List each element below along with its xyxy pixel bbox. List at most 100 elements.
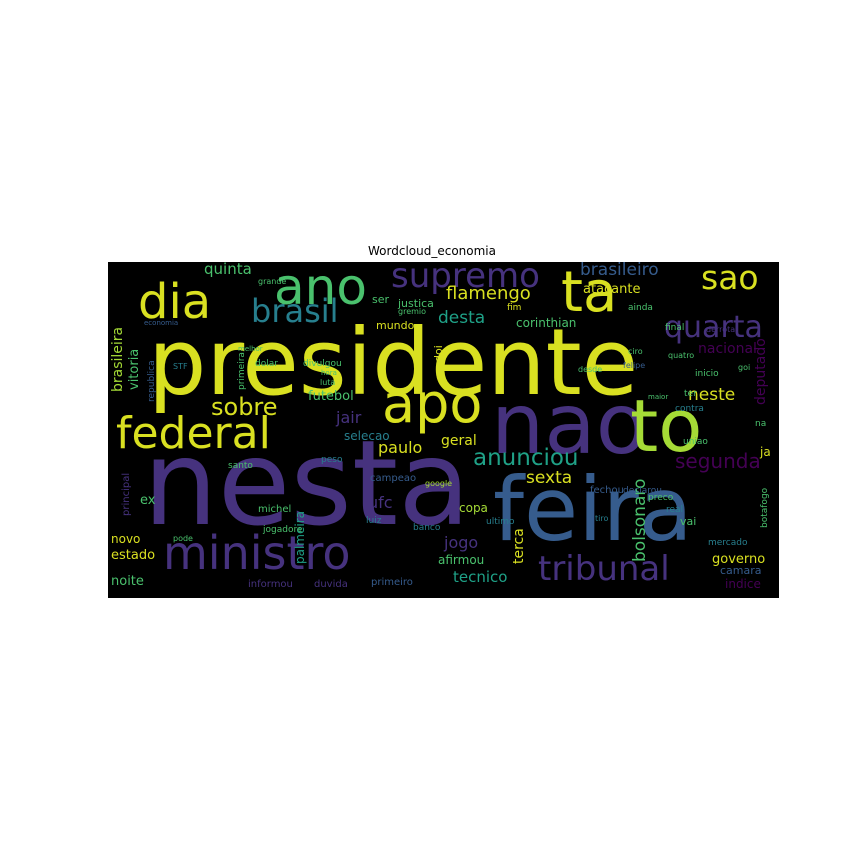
word-brasileiro: brasileiro (580, 262, 659, 280)
chart-title: Wordcloud_economia (368, 244, 496, 258)
word-segunda: segunda (675, 449, 761, 473)
word-tecnico: tecnico (453, 568, 508, 586)
word-estado: estado (111, 548, 156, 563)
word-ano: ano (274, 262, 367, 316)
word-presidente: presidente (148, 309, 639, 416)
word-economia: economia (144, 319, 179, 327)
word-palmeira: palmeira (293, 511, 307, 564)
word-melhor: melhor (238, 345, 263, 353)
word-informou: informou (248, 579, 293, 590)
word-pode: pode (173, 534, 193, 543)
word-fim: fim (507, 303, 522, 313)
word-ex: ex (140, 493, 156, 508)
word-ter: ter (684, 389, 697, 399)
word-ufc: ufc (368, 493, 393, 512)
word-brasil: brasil (251, 292, 339, 330)
word-primeira: primeira (237, 352, 247, 390)
word-terca: terca (511, 528, 527, 564)
word-atacante: atacante (583, 282, 641, 297)
word-peso: peso (321, 455, 343, 465)
word-geral: geral (441, 433, 477, 449)
word-quarta: quarta (664, 310, 763, 345)
word-copa: copa (459, 501, 488, 515)
wordcloud-canvas: presidente nesta feira nao to ministro d… (108, 262, 779, 598)
word-principal: principal (121, 472, 132, 516)
word-derrota: derrota (706, 325, 736, 334)
word-final: final (665, 323, 685, 333)
word-tribunal: tribunal (538, 549, 670, 589)
word-ainda: ainda (628, 303, 653, 313)
word-apo: apo (382, 372, 483, 435)
word-desde: desde (578, 365, 603, 374)
word-uniao: uniao (683, 437, 708, 447)
word-jogadore: jogadore (263, 525, 303, 535)
word-divulgou: divulgou (303, 359, 342, 369)
word-to: to (630, 384, 703, 468)
word-brasileira: brasileira (110, 326, 126, 392)
word-indice: indice (725, 577, 761, 591)
word-jair: jair (336, 408, 362, 427)
word-google: google (425, 479, 453, 488)
word-gremio: gremio (398, 307, 427, 316)
word-santo: santo (228, 461, 253, 471)
word-banco: banco (413, 523, 441, 533)
word-vai: vai (680, 515, 697, 528)
word-dia: dia (138, 274, 212, 330)
word-felipe: felipe (623, 361, 646, 370)
word-contra: contra (675, 404, 704, 414)
word-ministro: ministro (163, 526, 351, 580)
word-vitoria: vitoria (127, 348, 142, 390)
word-goi: goi (738, 363, 751, 372)
word-duvida: duvida (314, 579, 348, 590)
word-flamengo: flamengo (446, 283, 531, 304)
word-campeao: campeao (370, 473, 417, 484)
word-doi: doi (432, 345, 445, 362)
word-luta: luta (320, 378, 336, 387)
word-nesta: nesta (143, 414, 471, 552)
word-preco: preco (648, 493, 674, 503)
word-na: na (755, 419, 767, 429)
word-nacional: nacional (698, 341, 757, 357)
word-anunciou: anunciou (473, 445, 579, 471)
word-sao: sao (701, 262, 759, 297)
word-mundo: mundo (376, 319, 415, 332)
word-quinta: quinta (204, 262, 252, 278)
word-neste: neste (688, 385, 736, 405)
word-sobre: sobre (211, 393, 278, 421)
word-michel: michel (258, 504, 292, 515)
word-inicio: inicio (695, 369, 719, 379)
word-grande: grande (258, 277, 287, 286)
word-noite: noite (111, 574, 144, 589)
word-stf: STF (173, 362, 188, 371)
word-supremo: supremo (391, 262, 540, 296)
word-real: real (666, 505, 684, 515)
word-federal: federal (116, 408, 271, 459)
word-nao: nao (491, 375, 648, 473)
word-maior: maior (648, 393, 669, 401)
word-luiz: luiz (366, 516, 382, 526)
word-hora: hora (321, 369, 337, 377)
word-deputado: deputado (753, 338, 769, 405)
word-corinthian: corinthian (516, 316, 577, 330)
word-jogo: jogo (444, 533, 479, 552)
word-tiro: tiro (595, 514, 609, 523)
word-paulo: paulo (378, 438, 423, 457)
word-ciro: ciro (628, 347, 643, 356)
word-ta: ta (561, 262, 618, 325)
word-feira: feira (493, 458, 693, 561)
word-novo: novo (111, 532, 141, 546)
word-camara: camara (720, 564, 762, 577)
word-dolar: dolar (255, 359, 278, 369)
word-quatro: quatro (668, 351, 695, 360)
word-selecao: selecao (344, 429, 390, 443)
word-ser: ser (372, 293, 390, 306)
word-republica: republica (147, 360, 157, 402)
word-fechou: fechou (590, 485, 624, 496)
word-ja: ja (760, 445, 771, 459)
word-botafogo: botafogo (760, 487, 770, 528)
word-sexta: sexta (526, 468, 573, 488)
word-desta: desta (438, 308, 486, 328)
word-justica: justica (398, 297, 434, 310)
word-futebol: futebol (308, 389, 354, 404)
word-primeiro: primeiro (371, 577, 413, 588)
